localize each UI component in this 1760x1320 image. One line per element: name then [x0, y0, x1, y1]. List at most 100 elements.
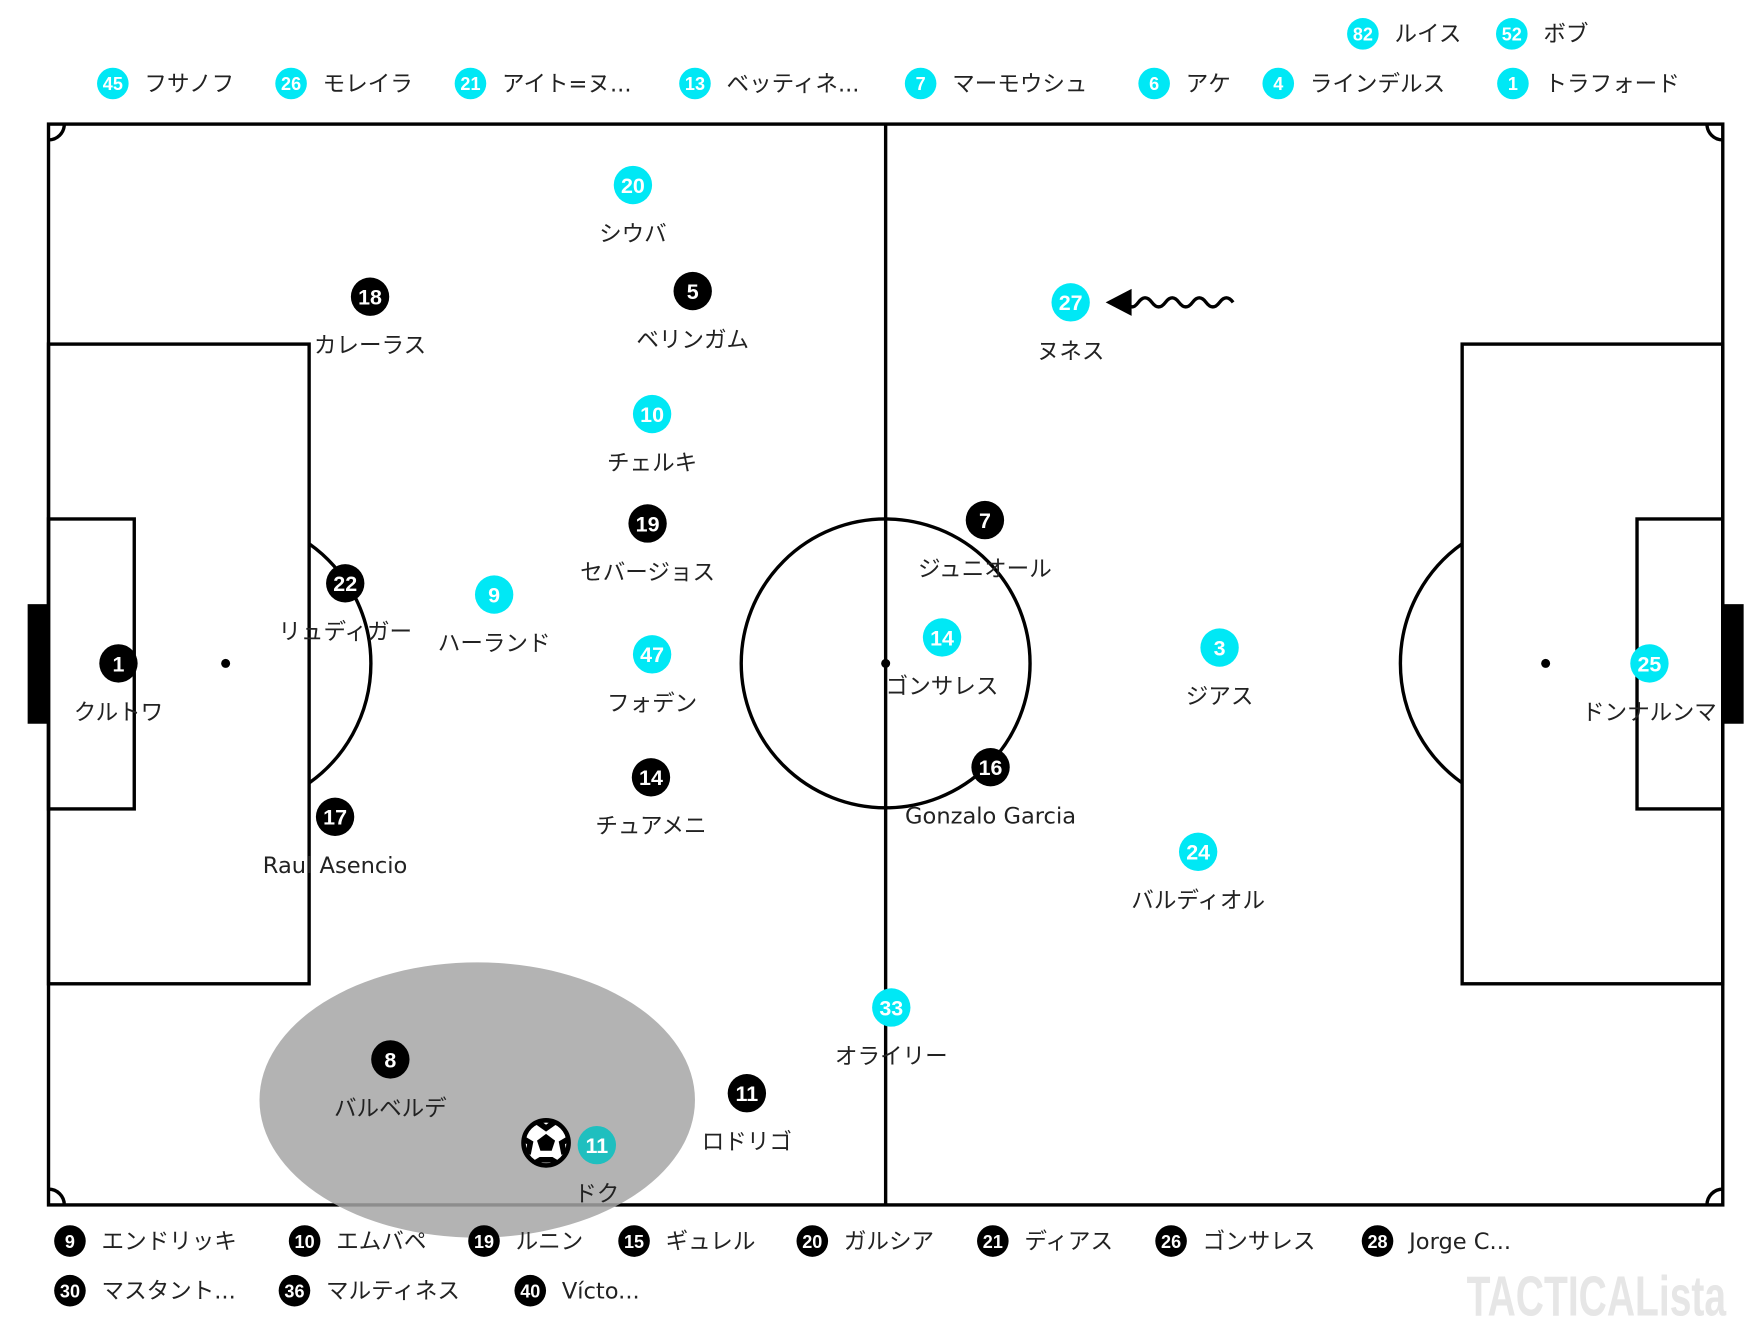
jersey-number: 18 — [358, 286, 382, 310]
jersey-marker — [872, 988, 911, 1027]
player-away-33[interactable]: 33 オライリー — [835, 988, 948, 1070]
player-home-7[interactable]: 7 ジュニオール — [918, 500, 1052, 583]
right-penalty-arc — [1398, 542, 1464, 785]
jersey-number: 10 — [640, 403, 664, 427]
player-home-8[interactable]: 8 バルベルデ — [334, 1040, 447, 1122]
sub-home-19[interactable]: 19 ルニン — [468, 1225, 583, 1257]
jersey-marker — [977, 1225, 1009, 1257]
jersey-number: 9 — [65, 1232, 75, 1252]
sub-name: マルティネス — [326, 1279, 460, 1305]
sub-name: ルイス — [1394, 22, 1461, 48]
sub-away-1[interactable]: 1 トラフォード — [1497, 67, 1680, 100]
sub-away-82[interactable]: 82 ルイス — [1347, 18, 1461, 50]
player-away-47[interactable]: 47 フォデン — [607, 635, 697, 717]
sub-away-45[interactable]: 45 フサノフ — [97, 67, 234, 100]
player-home-16[interactable]: 16 Gonzalo Garcia — [905, 748, 1076, 830]
sub-home-21[interactable]: 21 ディアス — [977, 1225, 1113, 1257]
jersey-number: 1 — [1508, 74, 1518, 94]
player-home-5[interactable]: 5 ベリンガム — [636, 271, 749, 354]
player-home-14[interactable]: 14 チュアメニ — [595, 758, 707, 840]
jersey-marker — [278, 1274, 311, 1307]
player-away-10[interactable]: 10 チェルキ — [607, 394, 697, 477]
player-away-20[interactable]: 20 シウバ — [599, 165, 667, 248]
jersey-marker — [613, 165, 653, 205]
player-home-19[interactable]: 19 セバージョス — [580, 504, 715, 586]
sub-home-36[interactable]: 36 マルティネス — [278, 1274, 460, 1307]
player-name: ベリンガム — [636, 327, 749, 353]
sub-home-10[interactable]: 10 エムバペ — [288, 1225, 427, 1257]
jersey-marker — [1497, 67, 1529, 100]
player-name: ヌネス — [1037, 339, 1105, 365]
jersey-number: 13 — [685, 74, 705, 94]
player-name: ハーランド — [438, 631, 551, 657]
jersey-marker — [1155, 1225, 1187, 1257]
watermark: TACTICALista — [1467, 1264, 1727, 1320]
player-home-11[interactable]: 11 ロドリゴ — [702, 1074, 792, 1156]
sub-away-13[interactable]: 13 ベッティネ... — [679, 67, 859, 100]
player-name: リュディガー — [278, 620, 412, 646]
player-name: シウバ — [599, 221, 667, 247]
jersey-marker — [796, 1225, 829, 1257]
player-home-17[interactable]: 17 Raul Asencio — [263, 797, 407, 880]
jersey-marker — [922, 618, 962, 657]
sub-home-15[interactable]: 15 ギュレル — [618, 1225, 755, 1257]
sub-home-26[interactable]: 26 ゴンサレス — [1155, 1225, 1315, 1257]
player-name: バルベルデ — [334, 1096, 447, 1122]
right-penalty-box — [1460, 342, 1725, 986]
player-away-3[interactable]: 3 ジアス — [1186, 628, 1254, 710]
jersey-marker — [1178, 832, 1218, 871]
jersey-marker — [631, 758, 671, 797]
sub-away-7[interactable]: 7 マーモウシュ — [904, 67, 1088, 100]
center-spot — [881, 658, 891, 668]
sub-name: ギュレル — [666, 1229, 756, 1255]
sub-away-21[interactable]: 21 アイト=ヌ... — [454, 67, 632, 100]
player-away-24[interactable]: 24 バルディオル — [1131, 832, 1265, 915]
sub-away-26[interactable]: 26 モレイラ — [275, 67, 413, 100]
player-name: フォデン — [607, 691, 697, 717]
jersey-marker — [350, 277, 390, 316]
sub-name: ガルシア — [844, 1229, 934, 1255]
jersey-number: 4 — [1273, 74, 1283, 94]
jersey-marker — [679, 67, 711, 100]
sub-home-30[interactable]: 30 マスタント... — [54, 1274, 236, 1307]
focus-area — [259, 962, 695, 1238]
ball-icon — [521, 1118, 571, 1168]
player-away-14[interactable]: 14 ゴンサレス — [886, 618, 999, 700]
sub-home-9[interactable]: 9 エンドリッキ — [54, 1225, 237, 1257]
jersey-number: 15 — [624, 1232, 644, 1252]
jersey-marker — [628, 504, 667, 543]
jersey-number: 45 — [103, 74, 123, 94]
jersey-marker — [275, 67, 307, 100]
sub-name: アケ — [1186, 71, 1231, 97]
jersey-marker — [971, 748, 1010, 787]
jersey-marker — [632, 635, 672, 674]
jersey-number: 19 — [636, 512, 660, 536]
jersey-marker — [1347, 18, 1379, 50]
sub-name: モレイラ — [323, 71, 413, 97]
jersey-number: 6 — [1149, 74, 1159, 94]
player-away-25[interactable]: 25 ドンナルンマ — [1582, 644, 1717, 726]
jersey-number: 25 — [1638, 652, 1662, 676]
player-away-27[interactable]: 27 ヌネス — [1037, 283, 1105, 365]
sub-away-6[interactable]: 6 アケ — [1138, 67, 1231, 100]
jersey-marker — [454, 67, 487, 100]
sub-away-4[interactable]: 4 ラインデルス — [1262, 67, 1445, 100]
sub-away-52[interactable]: 52 ボブ — [1496, 18, 1588, 50]
player-home-18[interactable]: 18 カレーラス — [314, 277, 426, 360]
player-home-1[interactable]: 1 クルトワ — [74, 644, 164, 726]
jersey-number: 52 — [1502, 25, 1522, 45]
sub-name: フサノフ — [144, 71, 234, 97]
sub-home-40[interactable]: 40 Vícto... — [514, 1274, 640, 1307]
sub-name: アイト=ヌ... — [502, 71, 631, 97]
jersey-marker — [673, 271, 712, 311]
player-away-11[interactable]: 11 ドク — [521, 1118, 619, 1208]
sub-home-20[interactable]: 20 ガルシア — [796, 1225, 935, 1257]
jersey-marker — [1496, 18, 1528, 50]
player-away-9[interactable]: 9 ハーランド — [438, 575, 551, 657]
jersey-marker — [288, 1225, 321, 1257]
left-penalty-spot — [221, 658, 231, 668]
player-home-22[interactable]: 22 リュディガー — [278, 564, 412, 646]
jersey-marker — [474, 575, 514, 614]
left-penalty-box — [46, 342, 311, 986]
sub-home-28[interactable]: 28 Jorge C... — [1361, 1225, 1511, 1257]
